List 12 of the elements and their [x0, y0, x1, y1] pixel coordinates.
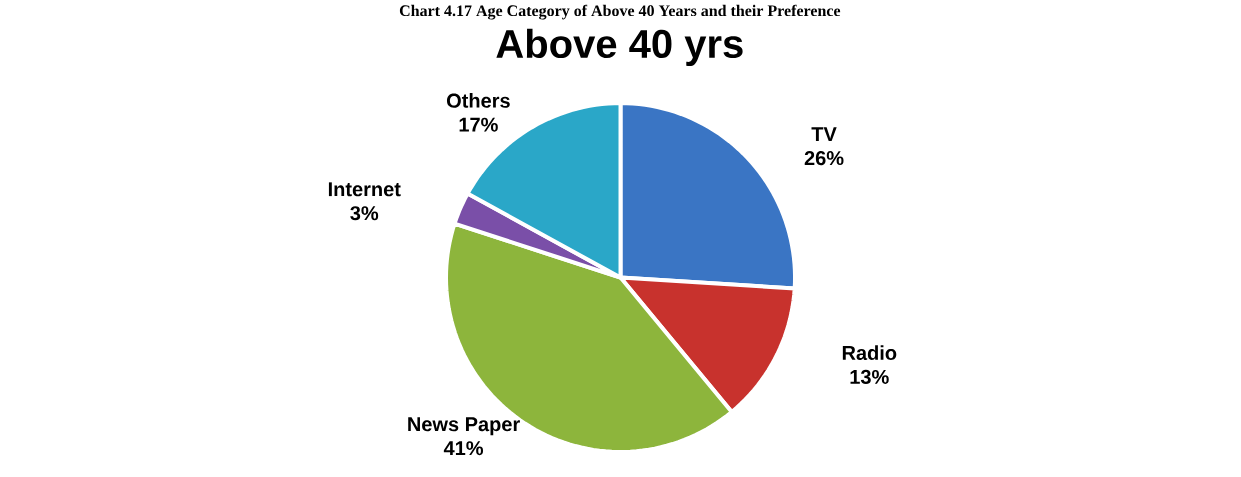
data-label: 41%: [443, 441, 484, 456]
slice-label: Others: [446, 92, 510, 108]
chart-subtitle: Above 40 yrs: [496, 28, 743, 66]
slice-label: Internet: [328, 182, 401, 197]
chart-title: Chart 4.17 Age Category of Above 40 Years and their Preference: [399, 4, 841, 20]
slice-label: TV: [811, 127, 837, 141]
slice-label: News Paper: [408, 417, 520, 436]
data-label: 3%: [350, 206, 379, 221]
slice-label: Radio: [842, 345, 897, 360]
data-label: 17%: [459, 117, 498, 132]
data-label: 13%: [850, 369, 889, 384]
data-label: 26%: [804, 150, 844, 166]
